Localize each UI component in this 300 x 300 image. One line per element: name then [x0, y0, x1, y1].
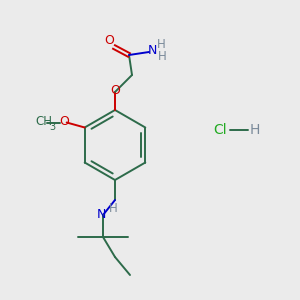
Text: CH: CH — [35, 115, 52, 128]
Text: H: H — [250, 123, 260, 137]
Text: H: H — [109, 202, 117, 214]
Text: H: H — [158, 50, 166, 64]
Text: O: O — [59, 115, 69, 128]
Text: H: H — [157, 38, 165, 52]
Text: O: O — [104, 34, 114, 46]
Text: O: O — [110, 85, 120, 98]
Text: 3: 3 — [50, 122, 56, 131]
Text: N: N — [96, 208, 106, 220]
Text: N: N — [147, 44, 157, 58]
Text: Cl: Cl — [213, 123, 227, 137]
